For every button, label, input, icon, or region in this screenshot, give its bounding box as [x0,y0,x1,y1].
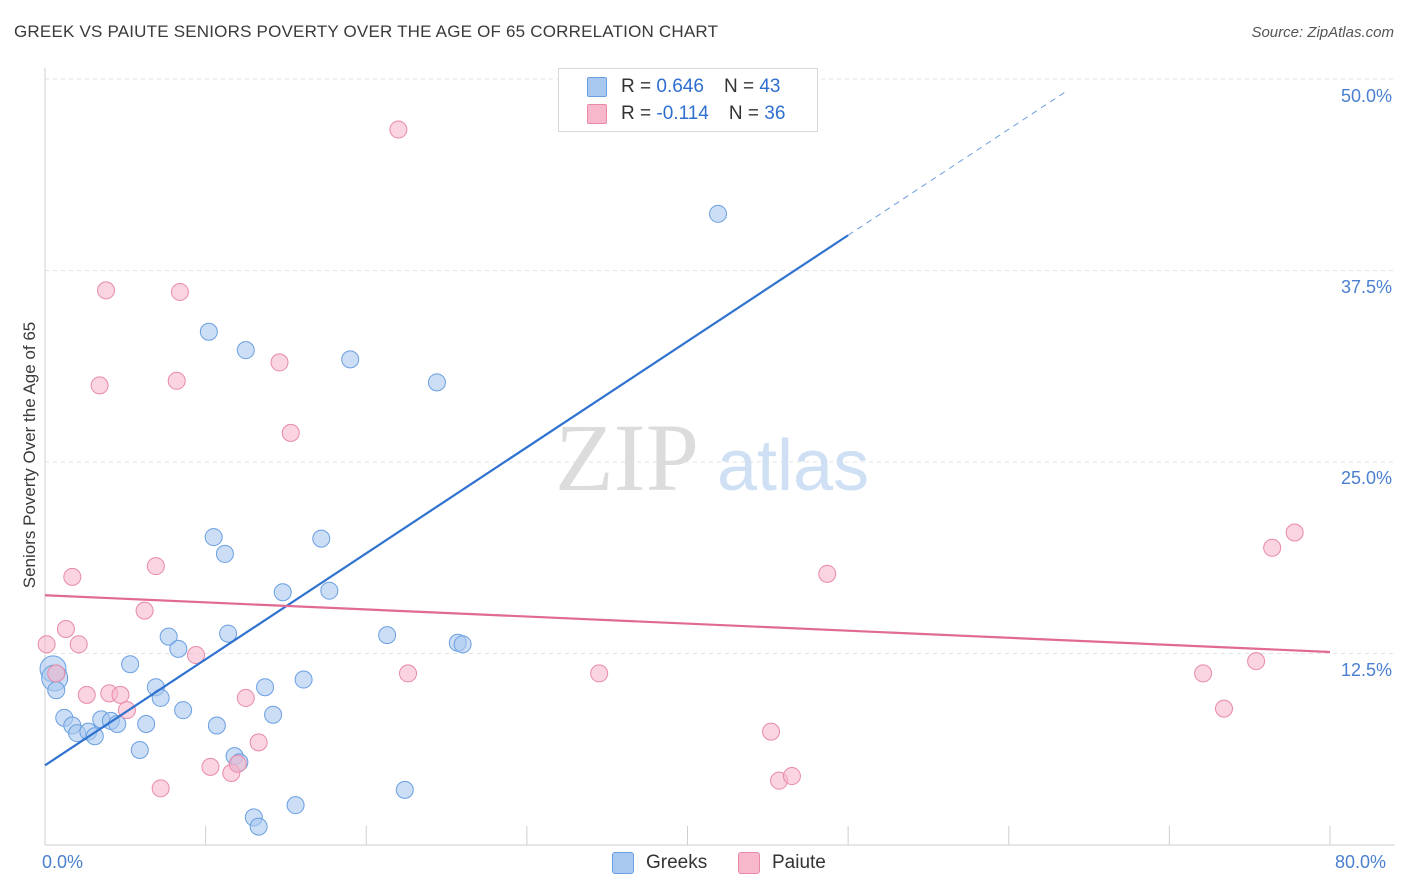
greeks-point-16 [159,627,178,646]
legend-label-paiute: Paiute [772,852,826,873]
greeks-point-38 [395,780,414,799]
greeks-point-12 [130,741,149,760]
paiute-point-29 [782,767,801,786]
paiute-point-1 [47,664,66,683]
watermark-zip: ZIP [555,404,699,511]
paiute-point-31 [1194,664,1213,683]
n-value-greeks: 43 [759,76,781,97]
greeks-point-26 [236,341,255,360]
y-tick-label-25: 25.0% [1340,468,1392,488]
paiute-legend-swatch [738,852,760,874]
paiute-point-14 [167,371,186,390]
watermark-atlas: atlas [717,426,869,506]
greeks-point-32 [286,796,305,815]
x-tick-label-80: 80.0% [1335,852,1387,872]
paiute-point-35 [1285,523,1304,542]
paiute-point-16 [186,646,205,665]
r-label: R = [621,103,652,124]
paiute-point-22 [270,353,289,372]
paiute-point-33 [1247,652,1266,671]
n-value-paiute: 36 [764,103,786,124]
paiute-point-27 [762,722,781,741]
paiute-point-13 [151,779,170,798]
y-tick-label-50: 50.0% [1340,86,1392,106]
greeks-point-33 [294,670,313,689]
paiute-point-17 [201,757,220,776]
greeks-point-42 [709,204,728,223]
greeks-point-20 [199,322,218,341]
paiute-point-9 [111,685,130,704]
correlation-legend: R = 0.646 N = 43 R = -0.114 N = 36 [558,68,818,132]
greeks-point-18 [174,701,193,720]
n-label: N = [728,103,759,124]
paiute-point-12 [146,557,165,576]
paiute-point-4 [69,635,88,654]
legend-label-greeks: Greeks [646,852,708,873]
legend-row-greeks: R = 0.646 N = 43 [587,75,780,99]
greeks-point-13 [137,714,156,733]
greeks-point-28 [249,817,268,836]
y-tick-label-12-5: 12.5% [1340,660,1392,680]
paiute-point-21 [249,733,268,752]
greeks-point-34 [312,529,331,548]
x-tick-label-0: 0.0% [42,852,84,872]
greeks-swatch [587,77,607,97]
paiute-point-23 [281,423,300,442]
paiute-point-0 [37,635,56,654]
paiute-point-19 [228,754,247,773]
greeks-point-17 [169,639,188,658]
series-legend: Greeks Paiute [0,852,1406,878]
paiute-point-32 [1214,699,1233,718]
greeks-point-22 [215,544,234,563]
greeks-point-36 [341,350,360,369]
greeks-point-7 [85,727,104,746]
paiute-point-11 [135,601,154,620]
greeks-point-30 [264,705,283,724]
paiute-point-30 [818,564,837,583]
greeks-point-41 [453,635,472,654]
greeks-point-11 [121,655,140,674]
paiute-swatch [587,104,607,124]
r-value-paiute: -0.114 [656,103,709,124]
legend-item-paiute: Paiute [738,852,826,874]
y-axis-label: Seniors Poverty Over the Age of 65 [20,321,39,589]
r-value-greeks: 0.646 [656,76,704,97]
greeks-legend-swatch [612,852,634,874]
paiute-point-34 [1263,538,1282,557]
greeks-trend-line [44,234,849,767]
paiute-point-2 [56,619,75,638]
y-tick-label-37-5: 37.5% [1340,277,1392,297]
paiute-point-3 [63,567,82,586]
legend-item-greeks: Greeks [612,852,707,874]
greeks-point-23 [219,624,238,643]
paiute-point-6 [90,376,109,395]
greeks-trend-extension [847,91,1066,236]
chart-title: GREEK VS PAIUTE SENIORS POVERTY OVER THE… [14,22,719,41]
paiute-point-7 [97,281,116,300]
greeks-point-39 [427,373,446,392]
n-label: N = [723,76,755,97]
r-label: R = [621,76,652,97]
greeks-point-31 [273,583,292,602]
paiute-trend-line [44,594,1331,654]
paiute-point-25 [399,664,418,683]
greeks-point-35 [320,581,339,600]
paiute-point-15 [170,282,189,301]
greeks-point-2 [47,681,66,700]
greeks-point-37 [378,626,397,645]
paiute-point-24 [389,120,408,139]
paiute-point-26 [590,664,609,683]
source-label: Source: ZipAtlas.com [1251,24,1394,41]
legend-row-paiute: R = -0.114 N = 36 [587,102,785,126]
greeks-point-19 [204,528,223,547]
greeks-point-21 [207,716,226,735]
greeks-point-29 [256,678,275,697]
paiute-point-5 [77,685,96,704]
paiute-point-20 [236,688,255,707]
